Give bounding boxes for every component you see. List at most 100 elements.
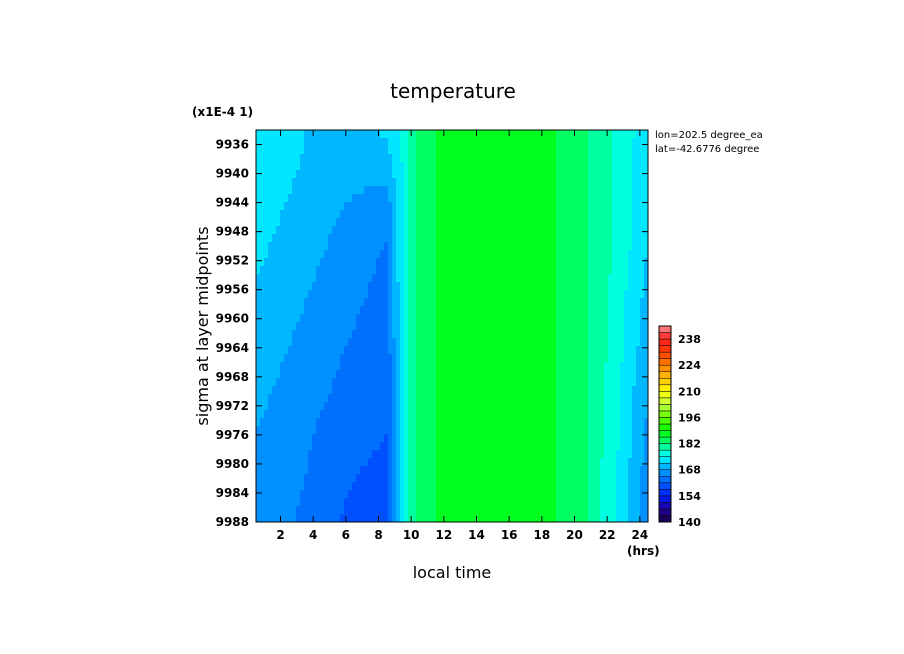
heatmap-cell (424, 306, 429, 315)
heatmap-cell (628, 402, 633, 411)
heatmap-cell (276, 330, 281, 339)
heatmap-cell (620, 434, 625, 443)
heatmap-cell (344, 346, 349, 355)
heatmap-cell (392, 130, 397, 139)
heatmap-cell (296, 434, 301, 443)
heatmap-cell (624, 282, 629, 291)
heatmap-cell (468, 450, 473, 459)
heatmap-cell (624, 138, 629, 147)
heatmap-cell (520, 330, 525, 339)
heatmap-cell (408, 426, 413, 435)
heatmap-cell (640, 130, 645, 139)
heatmap-cell (268, 178, 273, 187)
heatmap-cell (396, 154, 401, 163)
heatmap-cell (528, 282, 533, 291)
heatmap-cell (488, 138, 493, 147)
heatmap-cell (384, 378, 389, 387)
heatmap-cell (616, 482, 621, 491)
heatmap-cell (644, 506, 648, 515)
heatmap-cell (372, 234, 377, 243)
heatmap-cell (440, 162, 445, 171)
heatmap-cell (540, 466, 545, 475)
heatmap-cell (360, 362, 365, 371)
heatmap-cell (624, 466, 629, 475)
chart-title: temperature (390, 79, 516, 103)
heatmap-cell (608, 490, 613, 499)
heatmap-cell (392, 146, 397, 155)
heatmap-cell (388, 266, 393, 275)
heatmap-cell (636, 434, 641, 443)
heatmap-cell (400, 258, 405, 267)
heatmap-cell (520, 386, 525, 395)
heatmap-cell (364, 434, 369, 443)
heatmap-cell (308, 266, 313, 275)
heatmap-cell (612, 274, 617, 283)
heatmap-cell (524, 362, 529, 371)
heatmap-cell (288, 258, 293, 267)
heatmap-cell (320, 506, 325, 515)
heatmap-cell (404, 234, 409, 243)
heatmap-cell (576, 490, 581, 499)
heatmap-cell (380, 194, 385, 203)
heatmap-cell (516, 514, 521, 522)
heatmap-cell (256, 306, 261, 315)
heatmap-cell (364, 370, 369, 379)
heatmap-cell (292, 234, 297, 243)
heatmap-cell (304, 458, 309, 467)
heatmap-cell (280, 242, 285, 251)
heatmap-cell (552, 282, 557, 291)
heatmap-cell (612, 266, 617, 275)
heatmap-cell (604, 386, 609, 395)
heatmap-cell (260, 186, 265, 195)
heatmap-cell (524, 442, 529, 451)
heatmap-cell (472, 154, 477, 163)
heatmap-cell (476, 154, 481, 163)
heatmap-cell (404, 402, 409, 411)
heatmap-cell (412, 298, 417, 307)
heatmap-cell (476, 242, 481, 251)
heatmap-cell (328, 194, 333, 203)
heatmap-cell (552, 442, 557, 451)
heatmap-cell (476, 354, 481, 363)
heatmap-cell (580, 138, 585, 147)
heatmap-cell (552, 346, 557, 355)
heatmap-cell (572, 194, 577, 203)
heatmap-cell (560, 458, 565, 467)
heatmap-cell (524, 274, 529, 283)
heatmap-cell (332, 322, 337, 331)
heatmap-cell (636, 130, 641, 139)
heatmap-cell (444, 458, 449, 467)
heatmap-cell (484, 242, 489, 251)
heatmap-cell (556, 306, 561, 315)
heatmap-cell (356, 234, 361, 243)
heatmap-cell (260, 330, 265, 339)
heatmap-cell (292, 498, 297, 507)
heatmap-cell (448, 426, 453, 435)
heatmap-cell (572, 506, 577, 515)
heatmap-cell (564, 458, 569, 467)
heatmap-cell (392, 370, 397, 379)
heatmap-cell (284, 210, 289, 219)
heatmap-cell (628, 394, 633, 403)
heatmap-cell (624, 250, 629, 259)
heatmap-cell (544, 330, 549, 339)
heatmap-cell (500, 354, 505, 363)
heatmap-cell (372, 458, 377, 467)
heatmap-cell (620, 482, 625, 491)
heatmap-cell (408, 394, 413, 403)
heatmap-cell (284, 218, 289, 227)
heatmap-cell (284, 426, 289, 435)
heatmap-cell (452, 282, 457, 291)
heatmap-cell (360, 178, 365, 187)
heatmap-cell (436, 266, 441, 275)
heatmap-cell (496, 442, 501, 451)
heatmap-cell (548, 138, 553, 147)
heatmap-cell (568, 226, 573, 235)
heatmap-cell (336, 242, 341, 251)
heatmap-cell (352, 338, 357, 347)
heatmap-cell (536, 314, 541, 323)
heatmap-cell (536, 402, 541, 411)
heatmap-cell (528, 506, 533, 515)
heatmap-cell (620, 402, 625, 411)
heatmap-cell (332, 226, 337, 235)
